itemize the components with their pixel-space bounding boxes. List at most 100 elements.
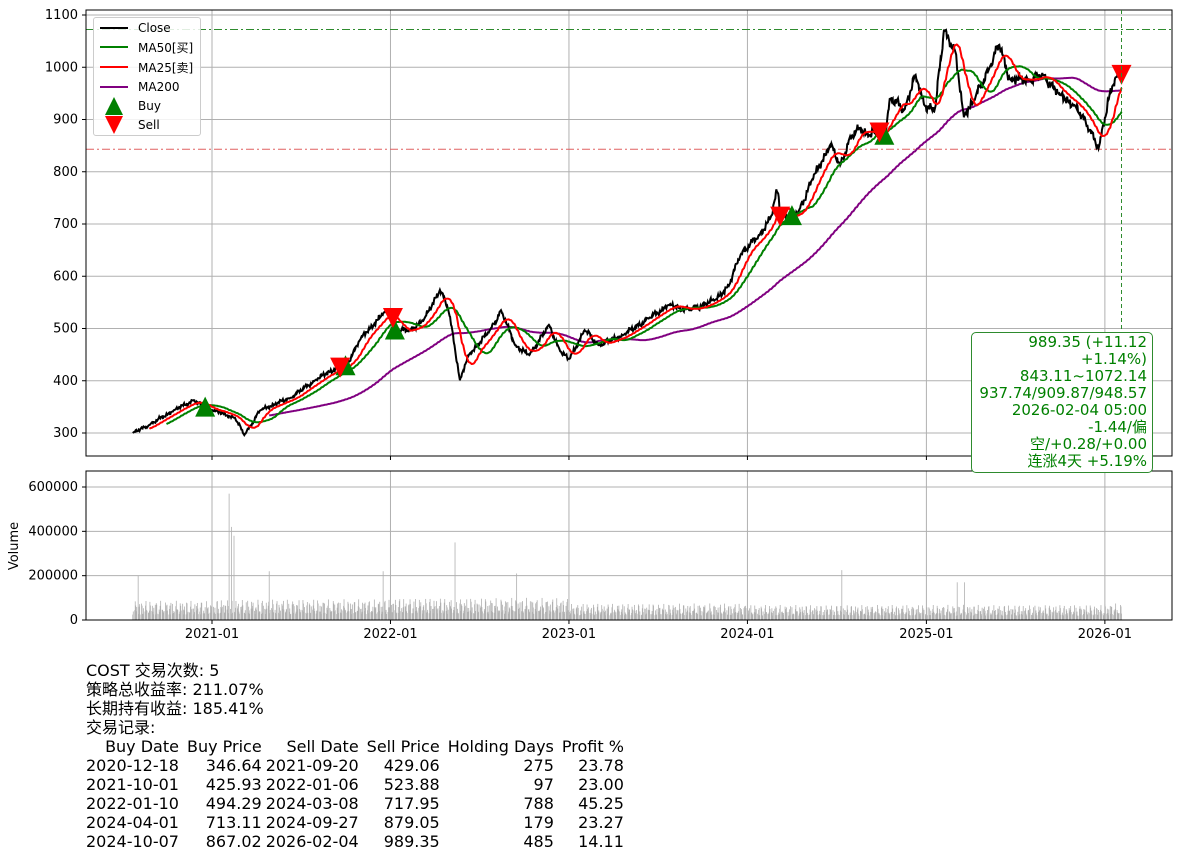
- volume-bar: [776, 615, 778, 620]
- volume-bar: [912, 607, 914, 620]
- volume-bar: [669, 615, 671, 620]
- volume-bar: [317, 603, 319, 620]
- volume-bar: [254, 613, 256, 620]
- volume-bar: [981, 607, 983, 620]
- volume-bar: [299, 611, 301, 620]
- volume-bar: [483, 613, 485, 620]
- volume-bar: [785, 609, 786, 620]
- sell-marker: [869, 122, 890, 143]
- volume-bar: [211, 610, 212, 620]
- volume-bar: [485, 601, 487, 620]
- volume-bar: [378, 610, 380, 620]
- volume-bar: [738, 611, 740, 620]
- volume-bar: [874, 612, 876, 620]
- volume-bar: [542, 605, 543, 620]
- volume-bar: [789, 609, 790, 620]
- volume-bar: [351, 604, 353, 620]
- volume-bar: [196, 610, 198, 620]
- volume-bar: [175, 600, 177, 620]
- volume-bar: [812, 610, 813, 620]
- volume-bar: [682, 614, 684, 620]
- volume-bar: [416, 610, 418, 620]
- volume-bar: [296, 605, 297, 620]
- volume-bar: [389, 608, 391, 620]
- volume-bar: [197, 608, 199, 620]
- volume-bar: [668, 604, 670, 620]
- volume-bar: [737, 612, 739, 620]
- volume-bar: [918, 605, 919, 620]
- volume-bar: [805, 615, 807, 620]
- volume-bar: [1065, 609, 1067, 620]
- volume-bar: [921, 612, 923, 620]
- volume-bar: [290, 613, 292, 620]
- volume-bar: [768, 612, 770, 620]
- table-cell: 346.64: [205, 756, 262, 775]
- volume-bar: [701, 615, 702, 620]
- volume-bar: [367, 610, 368, 620]
- volume-bar: [446, 607, 448, 620]
- volume-bar: [484, 599, 486, 620]
- volume-bar: [784, 606, 786, 620]
- volume-bar: [201, 602, 203, 620]
- volume-bar: [330, 611, 332, 620]
- volume-bar: [1024, 610, 1026, 620]
- volume-bar: [378, 604, 380, 620]
- volume-bar: [1085, 605, 1087, 620]
- volume-bar: [139, 614, 141, 620]
- volume-bar: [449, 606, 451, 620]
- strategy-return: 策略总收益率: 211.07%: [86, 680, 264, 699]
- volume-bar: [1101, 613, 1103, 620]
- volume-bar: [482, 611, 483, 620]
- volume-bar: [569, 611, 570, 620]
- volume-bar: [953, 608, 955, 620]
- annotation-line: 843.11~1072.14: [1019, 367, 1147, 385]
- volume-bar: [497, 610, 499, 620]
- volume-bar: [953, 613, 955, 620]
- volume-bar: [317, 600, 319, 620]
- volume-bar: [468, 608, 470, 620]
- volume-bar: [772, 610, 774, 620]
- volume-bar: [285, 608, 287, 620]
- volume-bar: [707, 611, 709, 620]
- volume-bar: [1001, 614, 1003, 620]
- volume-bar: [1079, 608, 1080, 620]
- volume-bar: [268, 601, 270, 620]
- volume-bar: [573, 613, 575, 620]
- volume-bar: [914, 615, 916, 620]
- volume-bar: [1000, 610, 1002, 620]
- volume-bar: [580, 613, 582, 620]
- volume-bar: [610, 612, 612, 620]
- volume-bar: [186, 603, 188, 620]
- volume-bar: [888, 614, 890, 620]
- volume-bar: [1096, 608, 1097, 620]
- volume-bar: [529, 611, 531, 620]
- volume-bar: [258, 612, 260, 620]
- volume-bar: [360, 608, 362, 620]
- volume-bar: [614, 609, 615, 620]
- volume-bar: [579, 614, 581, 620]
- volume-bar: [405, 606, 407, 620]
- volume-bar: [146, 610, 148, 620]
- volume-bar: [765, 612, 767, 620]
- volume-bar: [319, 605, 321, 620]
- table-cell: 867.02: [205, 832, 262, 851]
- volume-bar: [282, 600, 284, 620]
- volume-bar: [367, 605, 369, 620]
- volume-bar: [891, 605, 893, 620]
- volume-bar: [535, 603, 537, 620]
- column-header: Sell Price: [366, 737, 440, 756]
- volume-bar: [642, 604, 644, 620]
- volume-bar: [733, 608, 735, 620]
- volume-bar: [830, 611, 832, 620]
- y-tick-label: 400: [53, 374, 78, 389]
- volume-bar: [807, 612, 808, 620]
- volume-bar: [566, 611, 567, 620]
- volume-bar: [725, 612, 726, 620]
- volume-bar: [326, 607, 328, 620]
- table-cell: 2022-01-06: [265, 775, 359, 794]
- volume-bar: [161, 609, 163, 620]
- volume-bar: [567, 610, 569, 620]
- volume-bar: [944, 614, 945, 620]
- volume-bar: [889, 613, 891, 620]
- volume-bar: [799, 609, 801, 620]
